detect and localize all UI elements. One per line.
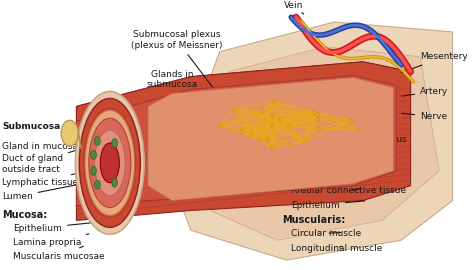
Ellipse shape (100, 143, 119, 183)
Text: Areolar connective tissue: Areolar connective tissue (291, 186, 406, 195)
Text: Epithelium: Epithelium (13, 223, 93, 233)
Text: Epithelium: Epithelium (291, 201, 365, 210)
Polygon shape (201, 47, 439, 240)
Text: Serosa:: Serosa: (282, 171, 323, 181)
Polygon shape (172, 22, 453, 260)
Ellipse shape (91, 150, 96, 159)
Text: Lamina propria: Lamina propria (13, 234, 89, 247)
Polygon shape (76, 62, 410, 126)
Text: Longitudinal muscle: Longitudinal muscle (291, 244, 383, 253)
Text: Glands in
submucosa: Glands in submucosa (146, 70, 204, 129)
Text: Lymphatic tissue: Lymphatic tissue (2, 170, 92, 187)
Ellipse shape (94, 130, 125, 195)
Text: Muscularis mucosae: Muscularis mucosae (13, 246, 105, 261)
Polygon shape (76, 76, 396, 205)
Ellipse shape (112, 178, 118, 187)
Text: Duct of gland
outside tract: Duct of gland outside tract (2, 150, 78, 174)
Text: Circular muscle: Circular muscle (291, 229, 362, 238)
Polygon shape (148, 77, 393, 201)
Text: Submucosa: Submucosa (2, 122, 150, 136)
Polygon shape (76, 62, 410, 220)
Text: Gland in mucosa: Gland in mucosa (2, 140, 86, 150)
Text: Muscularis:: Muscularis: (282, 215, 345, 225)
Ellipse shape (61, 120, 78, 146)
Text: Mucosa:: Mucosa: (2, 210, 47, 220)
Text: Vein: Vein (284, 1, 304, 14)
Ellipse shape (112, 139, 118, 147)
Ellipse shape (75, 92, 144, 234)
Text: Nerve: Nerve (402, 112, 447, 121)
Ellipse shape (79, 98, 140, 227)
Ellipse shape (85, 110, 135, 215)
Text: Mesentery: Mesentery (402, 52, 468, 73)
Text: Artery: Artery (402, 87, 448, 96)
Text: Submucosal plexus
(plexus of Meissner): Submucosal plexus (plexus of Meissner) (131, 30, 222, 94)
Ellipse shape (94, 137, 100, 146)
Ellipse shape (91, 166, 96, 175)
Text: Lumen: Lumen (2, 179, 104, 201)
Ellipse shape (94, 180, 100, 189)
Text: Myenteric plexus: Myenteric plexus (329, 134, 407, 148)
Ellipse shape (89, 118, 131, 208)
